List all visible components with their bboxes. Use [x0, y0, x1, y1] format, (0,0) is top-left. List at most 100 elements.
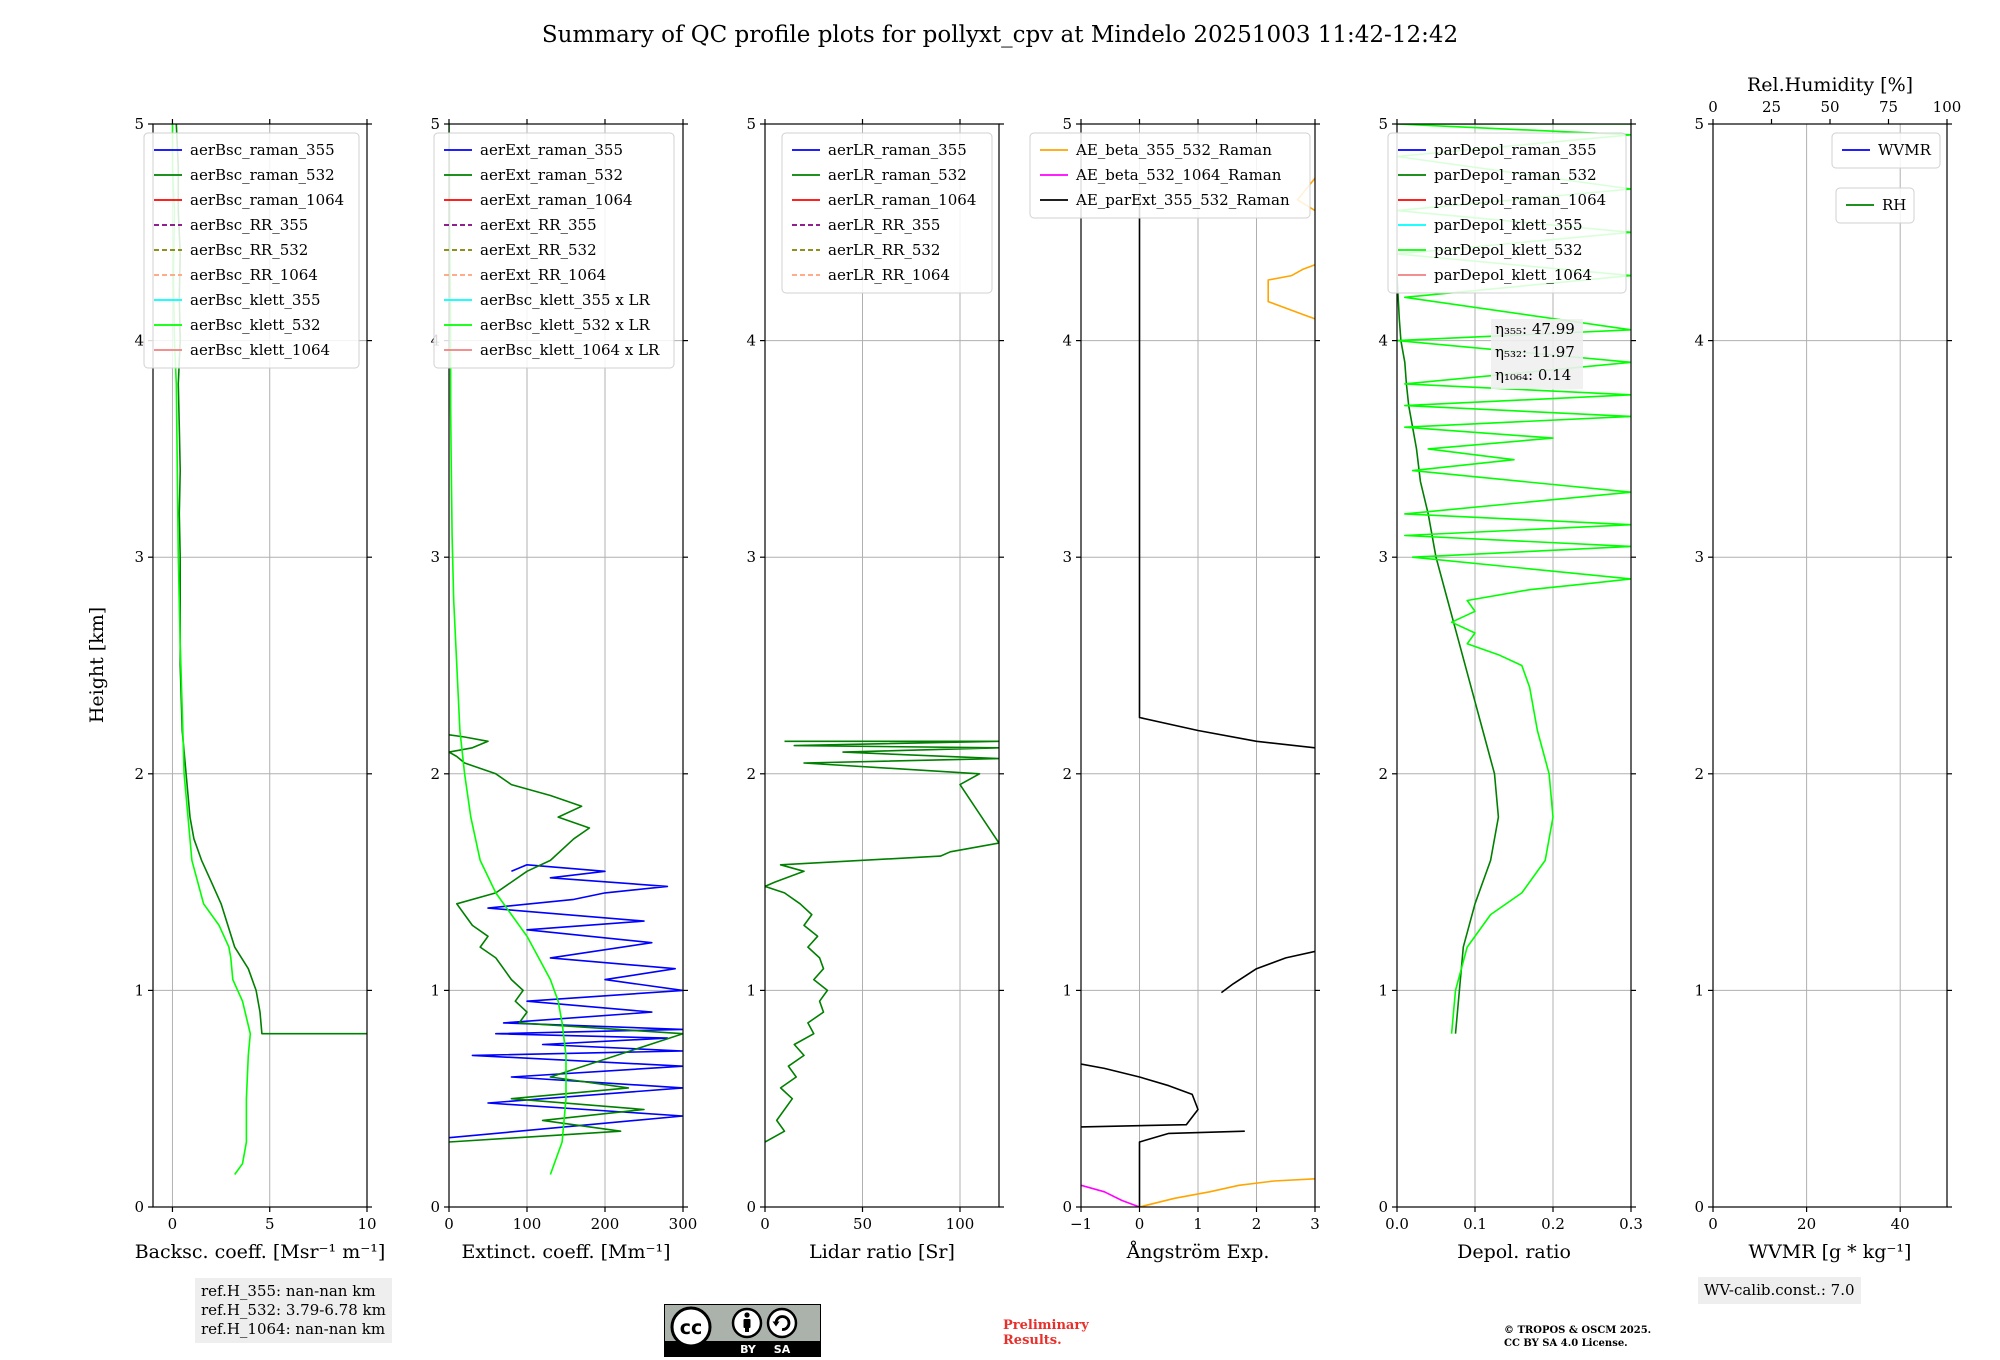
series-line [1139, 1178, 1315, 1207]
legend-label: aerExt_raman_355 [480, 141, 623, 159]
series-line [765, 740, 999, 1143]
legend-label: aerLR_raman_1064 [828, 191, 976, 209]
annotation-box [1491, 319, 1583, 389]
legend-box [1029, 132, 1311, 219]
panel-6-frame [1712, 123, 1948, 1208]
legend-label: aerBsc_RR_1064 [190, 266, 318, 284]
x-tick-label: 50 [853, 1215, 872, 1233]
legend-label: aerExt_RR_1064 [480, 266, 606, 284]
copyright-note: © TROPOS & OSCM 2025. CC BY SA 4.0 Licen… [1504, 1324, 1651, 1350]
panel-2-frame [448, 123, 684, 1208]
y-tick-label: 5 [430, 115, 440, 133]
x-tick-label: 100 [946, 1215, 975, 1233]
y-tick-label: 5 [1378, 115, 1388, 133]
series-line [1138, 1130, 1245, 1207]
panel-1-frame [152, 123, 368, 1208]
ref-height-532: ref.H_532: 3.79-6.78 km [201, 1301, 386, 1319]
y-tick-label: 3 [1694, 548, 1704, 566]
top-x-axis-label: Rel.Humidity [%] [1747, 74, 1913, 96]
x-tick-label: 0 [1135, 1215, 1145, 1233]
y-tick-label: 5 [746, 115, 756, 133]
legend-box [1831, 132, 1941, 169]
figure-title: Summary of QC profile plots for pollyxt_… [541, 22, 1459, 48]
legend-box [433, 132, 675, 369]
series-line [1081, 1063, 1199, 1128]
annotation-text: η₃₅₅: 47.99 [1495, 320, 1575, 338]
legend-box [143, 132, 360, 369]
cc-icon [670, 1306, 712, 1348]
y-tick-label: 0 [1378, 1198, 1388, 1216]
x-tick-label: 1 [1193, 1215, 1203, 1233]
cc-sa-label: SA [774, 1343, 791, 1356]
top-x-tick-label: 0 [1708, 98, 1718, 116]
series-line [449, 124, 567, 1175]
y-tick-label: 2 [1378, 765, 1388, 783]
legend-box [781, 132, 993, 294]
legend-label: aerLR_RR_355 [828, 216, 940, 234]
series-line [449, 863, 683, 1139]
x-axis-label: Lidar ratio [Sr] [809, 1241, 955, 1263]
legend-label: RH [1882, 196, 1906, 214]
y-tick-label: 0 [1062, 1198, 1072, 1216]
x-tick-label: 0 [760, 1215, 770, 1233]
legend-label: aerLR_raman_532 [828, 166, 967, 184]
cc-by-label: BY [740, 1343, 757, 1356]
legend-box [1387, 132, 1627, 294]
legend-label: aerExt_raman_1064 [480, 191, 633, 209]
y-tick-label: 1 [1378, 981, 1388, 999]
preliminary-line-1: Preliminary [1003, 1318, 1089, 1333]
cc-by-sa-badge: cc BY SA [664, 1304, 821, 1357]
series-line [1138, 199, 1315, 749]
legend-label: aerBsc_raman_532 [190, 166, 335, 184]
top-x-tick-label: 75 [1879, 98, 1898, 116]
legend-label: parDepol_klett_355 [1434, 216, 1583, 234]
cc-icon-text: cc [680, 1317, 703, 1339]
legend-label: parDepol_raman_1064 [1434, 191, 1606, 209]
x-axis-label: Extinct. coeff. [Mm⁻¹] [461, 1241, 670, 1263]
y-tick-label: 3 [1062, 548, 1072, 566]
series-line [1220, 950, 1315, 994]
y-tick-label: 1 [430, 981, 440, 999]
legend-label: aerBsc_klett_355 x LR [480, 291, 651, 309]
legend-label: aerBsc_klett_532 [190, 316, 321, 334]
y-tick-label: 5 [1694, 115, 1704, 133]
x-axis-label: Depol. ratio [1457, 1241, 1571, 1263]
y-tick-label: 4 [134, 332, 144, 350]
x-axis-label: WVMR [g * kg⁻¹] [1749, 1241, 1912, 1263]
y-tick-label: 1 [134, 981, 144, 999]
y-tick-label: 1 [1694, 981, 1704, 999]
x-tick-label: 20 [1797, 1215, 1816, 1233]
y-tick-label: 3 [134, 548, 144, 566]
panel-5-frame [1396, 123, 1632, 1208]
legend-label: WVMR [1878, 141, 1932, 159]
x-tick-label: 200 [591, 1215, 620, 1233]
y-axis-label: Height [km] [86, 607, 108, 723]
ref-height-355: ref.H_355: nan-nan km [201, 1282, 376, 1300]
top-x-tick-label: 50 [1820, 98, 1839, 116]
wv-calib-box: WV-calib.const.: 7.0 [1698, 1277, 1861, 1304]
top-x-tick-label: 100 [1933, 98, 1962, 116]
legend-label: aerExt_RR_532 [480, 241, 597, 259]
y-tick-label: 2 [430, 765, 440, 783]
top-x-tick-label: 25 [1762, 98, 1781, 116]
legend-label: aerLR_raman_355 [828, 141, 967, 159]
legend-label: aerBsc_RR_355 [190, 216, 308, 234]
x-tick-label: 100 [513, 1215, 542, 1233]
legend-label: aerBsc_klett_532 x LR [480, 316, 651, 334]
x-tick-label: 0.3 [1619, 1215, 1643, 1233]
share-alike-icon [766, 1307, 798, 1339]
annotation-text: η₁₀₆₄: 0.14 [1495, 366, 1571, 384]
legend-label: aerExt_RR_355 [480, 216, 597, 234]
y-tick-label: 0 [134, 1198, 144, 1216]
series-line [449, 734, 683, 1143]
legend-label: aerExt_raman_532 [480, 166, 623, 184]
y-tick-label: 5 [1062, 115, 1072, 133]
x-tick-label: 300 [669, 1215, 698, 1233]
ref-height-1064: ref.H_1064: nan-nan km [201, 1320, 386, 1338]
preliminary-note: Preliminary Results. [1003, 1318, 1089, 1348]
x-tick-label: 5 [265, 1215, 275, 1233]
y-tick-label: 1 [746, 981, 756, 999]
series-line [1081, 1184, 1140, 1207]
legend-label: AE_beta_532_1064_Raman [1075, 166, 1282, 184]
